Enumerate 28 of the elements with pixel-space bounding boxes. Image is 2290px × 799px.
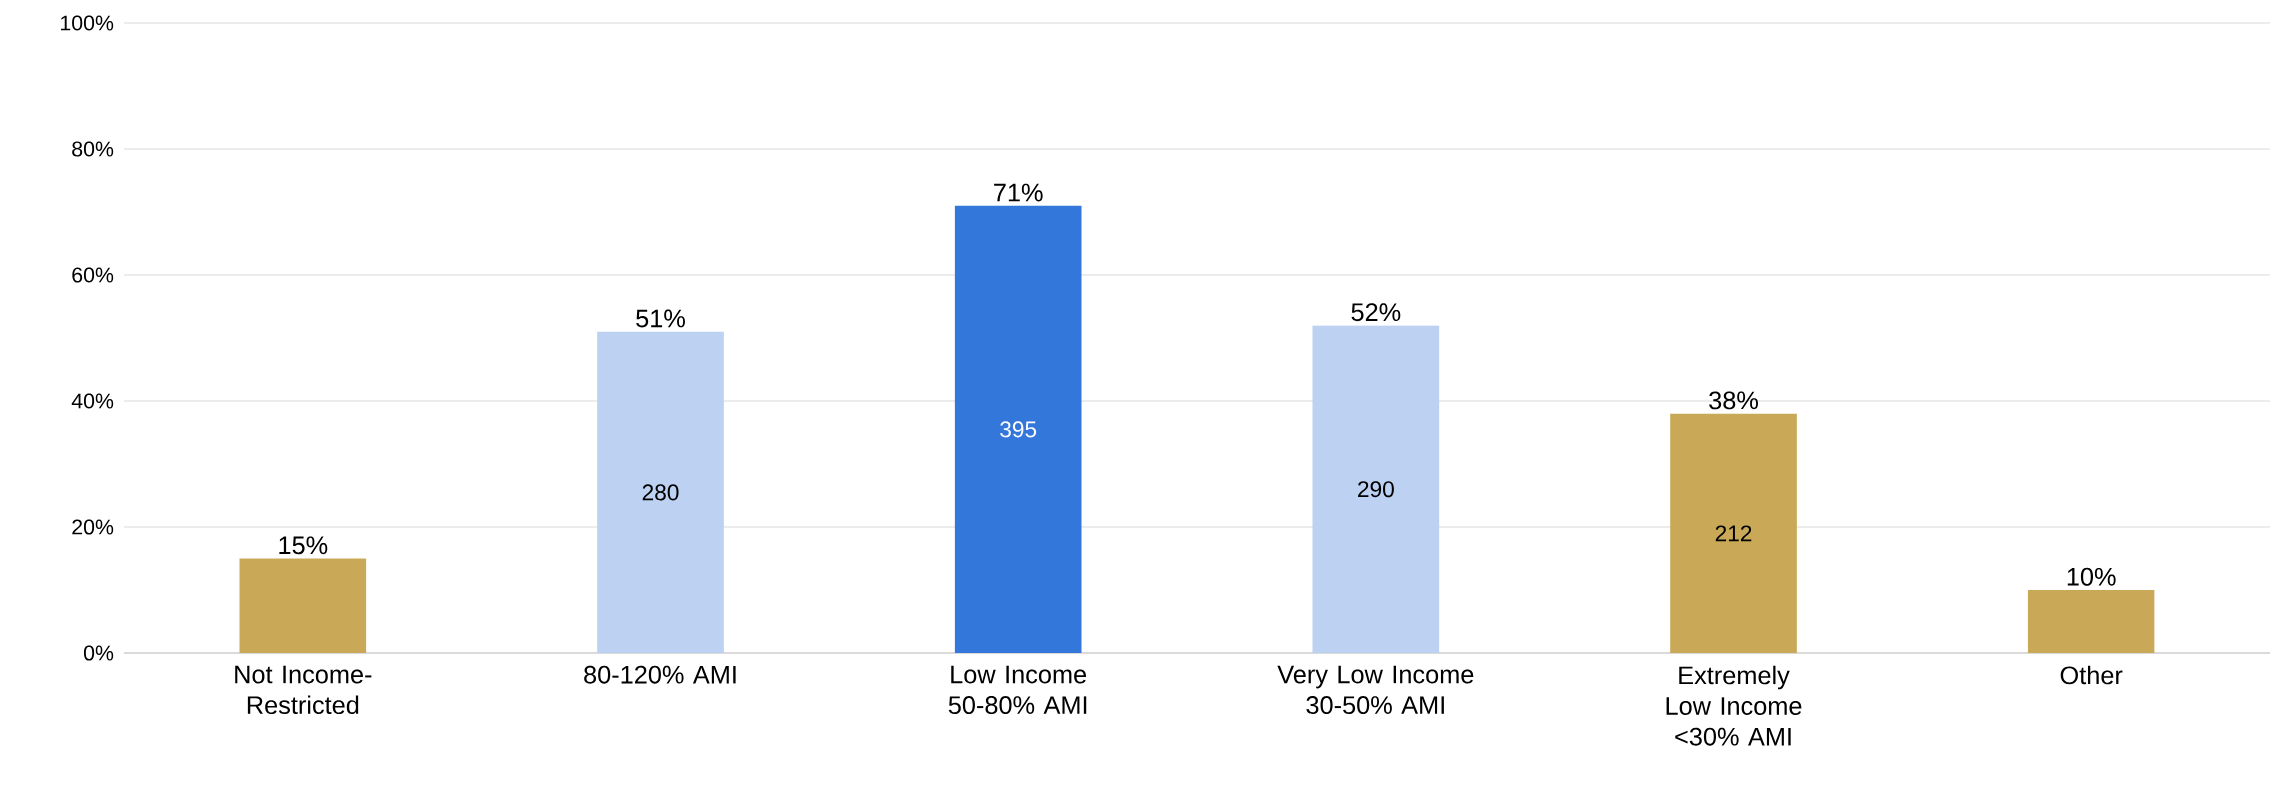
y-tick-label: 60%: [72, 267, 114, 283]
data-label: 71%: [994, 183, 1043, 202]
bar: [1312, 325, 1440, 653]
annotation: 280: [642, 484, 679, 501]
data-label: 51%: [636, 309, 685, 328]
x-tick-label: 80-120% AMI: [584, 665, 736, 684]
annotation: 290: [1358, 481, 1394, 498]
y-tick-label: 40%: [71, 393, 114, 409]
data-label: 15%: [279, 536, 328, 555]
bar: [954, 205, 1082, 653]
bar: [597, 331, 724, 653]
annotation: 212: [1715, 525, 1752, 542]
bar: [1670, 413, 1797, 653]
y-tick-label: 80%: [72, 141, 114, 157]
bar: [2027, 590, 2155, 653]
data-label: 10%: [2067, 567, 2116, 586]
annotation: 395: [1000, 421, 1037, 438]
data-label: 38%: [1709, 391, 1758, 410]
data-label: 52%: [1351, 303, 1401, 322]
x-tick-label: Very Low Income 30-50% AMI: [1277, 665, 1474, 715]
y-tick-label: 20%: [72, 519, 114, 535]
y-tick-label: 0%: [83, 645, 114, 661]
bar: [239, 558, 367, 653]
x-tick-label: Low Income 50-80% AMI: [948, 665, 1087, 715]
x-tick-label: Extremely Low Income <30% AMI: [1666, 665, 1802, 746]
x-tick-label: Other: [2060, 665, 2123, 685]
y-tick-label: 100%: [61, 15, 114, 31]
x-tick-label: Not Income-Restricted: [235, 665, 372, 715]
